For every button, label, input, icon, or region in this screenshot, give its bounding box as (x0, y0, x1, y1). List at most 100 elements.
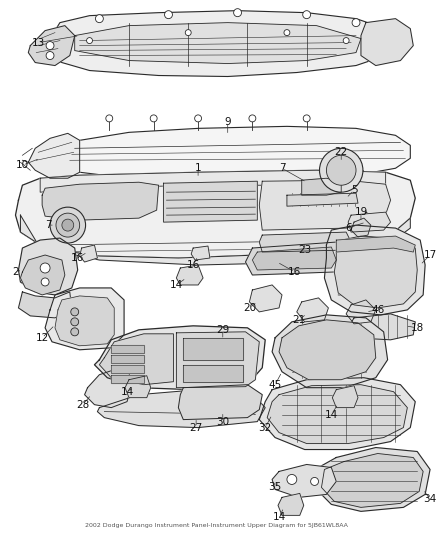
Text: 20: 20 (243, 303, 256, 313)
Circle shape (311, 478, 318, 486)
Polygon shape (99, 334, 173, 385)
Polygon shape (163, 181, 257, 222)
Text: 27: 27 (190, 423, 203, 433)
Polygon shape (279, 320, 376, 379)
Text: 18: 18 (410, 323, 424, 333)
Polygon shape (348, 212, 391, 232)
Polygon shape (18, 238, 78, 295)
Polygon shape (45, 288, 124, 350)
Polygon shape (252, 247, 336, 270)
Polygon shape (259, 232, 351, 252)
Text: 14: 14 (272, 512, 286, 522)
Text: 6: 6 (345, 223, 351, 233)
Text: 21: 21 (292, 315, 305, 325)
Circle shape (343, 38, 349, 44)
Circle shape (303, 115, 310, 122)
Circle shape (71, 318, 79, 326)
Circle shape (46, 52, 54, 60)
Text: 1: 1 (195, 163, 201, 173)
Text: 2: 2 (12, 267, 19, 277)
Polygon shape (28, 26, 75, 66)
Circle shape (233, 9, 241, 17)
Polygon shape (245, 242, 344, 275)
Circle shape (71, 308, 79, 316)
Polygon shape (334, 236, 417, 308)
Polygon shape (111, 355, 144, 363)
Polygon shape (348, 314, 415, 340)
Text: 13: 13 (32, 38, 45, 47)
Polygon shape (183, 338, 243, 360)
Circle shape (62, 219, 74, 231)
Circle shape (56, 213, 80, 237)
Circle shape (326, 155, 356, 185)
Text: 2002 Dodge Durango Instrument Panel-Instrument Upper Diagram for 5JB61WL8AA: 2002 Dodge Durango Instrument Panel-Inst… (85, 523, 348, 528)
Text: 10: 10 (16, 160, 29, 170)
Text: 30: 30 (216, 417, 230, 426)
Text: 16: 16 (288, 267, 301, 277)
Circle shape (319, 148, 363, 192)
Text: 23: 23 (298, 245, 311, 255)
Polygon shape (321, 454, 423, 507)
Circle shape (165, 11, 173, 19)
Circle shape (41, 278, 49, 286)
Text: 45: 45 (268, 379, 282, 390)
Circle shape (303, 11, 311, 19)
Polygon shape (351, 218, 371, 237)
Circle shape (95, 15, 103, 22)
Polygon shape (18, 292, 72, 318)
Polygon shape (55, 296, 114, 346)
Polygon shape (28, 133, 80, 178)
Text: 14: 14 (325, 410, 338, 419)
Polygon shape (111, 365, 144, 373)
Polygon shape (183, 365, 243, 382)
Polygon shape (314, 448, 430, 511)
Text: 46: 46 (371, 305, 385, 315)
Polygon shape (42, 182, 159, 220)
Circle shape (50, 207, 85, 243)
Polygon shape (287, 193, 358, 206)
Circle shape (352, 19, 360, 27)
Polygon shape (332, 386, 358, 408)
Circle shape (249, 115, 256, 122)
Polygon shape (75, 22, 361, 63)
Polygon shape (21, 255, 65, 295)
Text: 35: 35 (268, 482, 282, 492)
Polygon shape (361, 19, 413, 66)
Polygon shape (346, 300, 376, 324)
Polygon shape (259, 180, 391, 230)
Text: 5: 5 (351, 185, 357, 195)
Polygon shape (259, 378, 415, 449)
Text: 32: 32 (258, 423, 272, 433)
Text: 14: 14 (170, 280, 183, 290)
Polygon shape (97, 390, 265, 427)
Circle shape (284, 30, 290, 36)
Polygon shape (85, 370, 131, 408)
Circle shape (87, 38, 92, 44)
Polygon shape (111, 345, 144, 353)
Circle shape (46, 42, 54, 50)
Polygon shape (177, 265, 203, 285)
Polygon shape (191, 246, 210, 260)
Polygon shape (125, 376, 151, 398)
Text: 7: 7 (45, 220, 51, 230)
Text: 14: 14 (120, 386, 134, 397)
Polygon shape (177, 332, 259, 387)
Polygon shape (95, 326, 265, 390)
Text: 29: 29 (216, 325, 230, 335)
Circle shape (287, 474, 297, 484)
Text: 22: 22 (335, 147, 348, 157)
Polygon shape (297, 298, 328, 322)
Text: 7: 7 (279, 163, 285, 173)
Polygon shape (325, 225, 425, 315)
Circle shape (106, 115, 113, 122)
Text: 9: 9 (224, 117, 231, 127)
Polygon shape (278, 494, 304, 515)
Polygon shape (178, 385, 262, 419)
Polygon shape (15, 170, 415, 258)
Polygon shape (272, 315, 388, 387)
Text: 16: 16 (187, 260, 200, 270)
Text: 34: 34 (424, 495, 437, 504)
Polygon shape (272, 464, 336, 497)
Circle shape (40, 263, 50, 273)
Text: 12: 12 (35, 333, 49, 343)
